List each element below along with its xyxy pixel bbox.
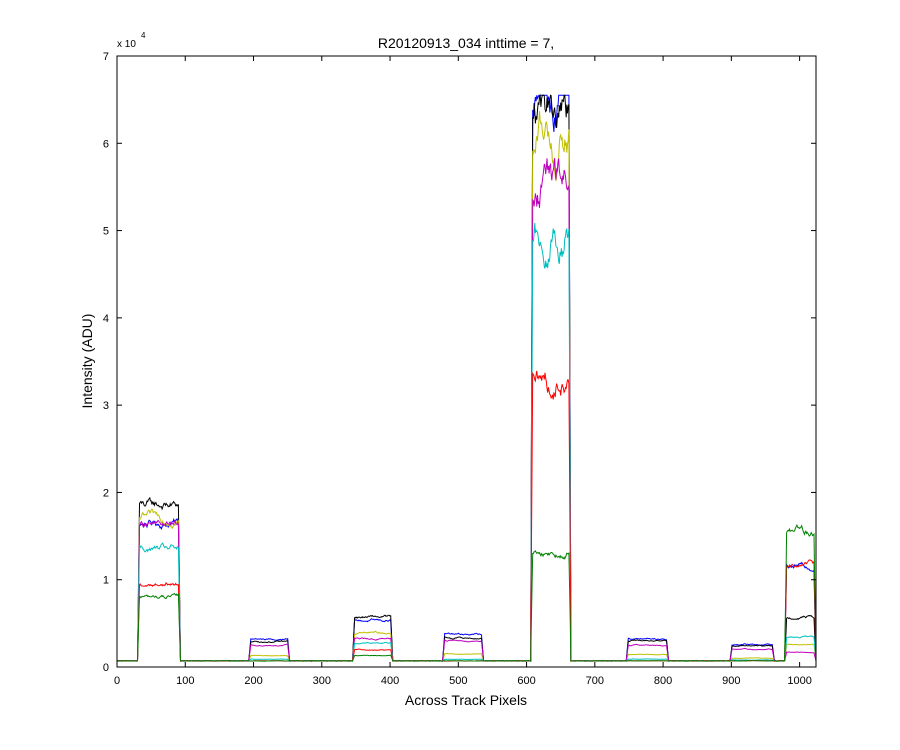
y-tick-label: 2: [103, 487, 109, 499]
x-tick-label: 600: [517, 675, 535, 687]
y-tick-label: 3: [103, 400, 109, 412]
x-tick-label: 500: [449, 675, 467, 687]
y-tick-label: 0: [103, 662, 109, 674]
x-tick-label: 0: [114, 675, 120, 687]
x-tick-label: 400: [381, 675, 399, 687]
x-tick-label: 200: [244, 675, 262, 687]
y-tick-label: 5: [103, 226, 109, 238]
x-tick-label: 700: [586, 675, 604, 687]
x-tick-label: 900: [722, 675, 740, 687]
plot-frame: [116, 55, 817, 668]
y-tick-label: 7: [103, 51, 109, 63]
plot-area: [117, 56, 816, 667]
y-tick-label: 6: [103, 138, 109, 150]
x-tick-label: 1000: [787, 675, 811, 687]
x-tick-label: 300: [313, 675, 331, 687]
chart-title: R20120913_034 inttime = 7,: [378, 35, 554, 51]
y-exponent-value: 4: [141, 31, 146, 40]
y-exponent-label: x 10: [117, 39, 136, 50]
y-tick-label: 1: [103, 575, 109, 587]
x-tick-label: 800: [654, 675, 672, 687]
y-tick-label: 4: [103, 313, 109, 325]
x-tick-label: 100: [176, 675, 194, 687]
x-axis-label: Across Track Pixels: [405, 692, 527, 708]
series-line-7: [116, 523, 817, 662]
y-axis-label: Intensity (ADU): [79, 314, 95, 409]
series-layer: [116, 94, 817, 662]
tick-layer: 0 100 200 300 400 500 600 700 800 900 1000 0 1 2 3 4 5 6 7: [103, 51, 816, 687]
